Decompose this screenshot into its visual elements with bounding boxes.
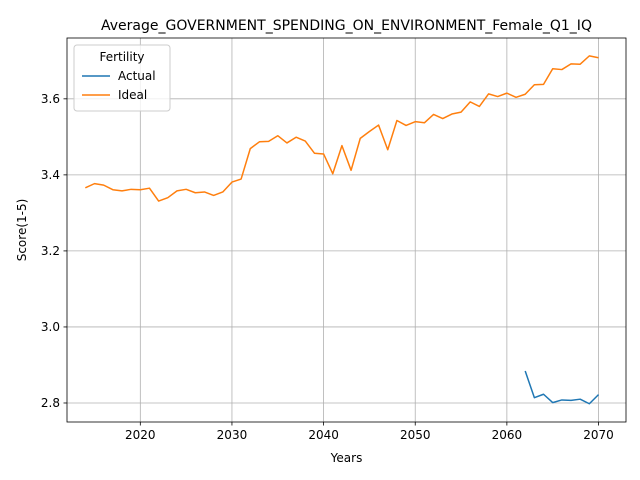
legend-title: Fertility bbox=[99, 50, 144, 64]
chart-title: Average_GOVERNMENT_SPENDING_ON_ENVIRONME… bbox=[101, 18, 592, 34]
x-tick-label: 2040 bbox=[308, 428, 339, 442]
x-tick-label: 2050 bbox=[400, 428, 431, 442]
y-tick-label: 3.4 bbox=[41, 168, 60, 182]
plot-area-frame bbox=[66, 37, 627, 423]
series-group bbox=[85, 55, 600, 405]
series-line-actual bbox=[524, 370, 600, 405]
y-tick-label: 2.8 bbox=[41, 396, 60, 410]
x-tick-label: 2060 bbox=[492, 428, 523, 442]
x-tick-label: 2020 bbox=[125, 428, 156, 442]
series-line-ideal bbox=[85, 55, 599, 202]
axis-ticks: 2020 2030 2040 2050 2060 2070 2.8 3.0 3.2 3.4 3.6 bbox=[41, 92, 614, 442]
y-tick-label: 3.0 bbox=[41, 320, 60, 334]
legend-label-actual: Actual bbox=[118, 69, 156, 83]
legend-label-ideal: Ideal bbox=[118, 88, 147, 102]
x-tick-label: 2030 bbox=[217, 428, 248, 442]
y-tick-label: 3.6 bbox=[41, 92, 60, 106]
legend-items: Actual Ideal bbox=[82, 69, 156, 102]
x-tick-label: 2070 bbox=[583, 428, 614, 442]
y-tick-label: 3.2 bbox=[41, 244, 60, 258]
x-axis-label: Years bbox=[330, 451, 363, 465]
y-axis-label: Score(1-5) bbox=[15, 199, 29, 262]
legend: Fertility Actual Ideal bbox=[73, 44, 171, 112]
